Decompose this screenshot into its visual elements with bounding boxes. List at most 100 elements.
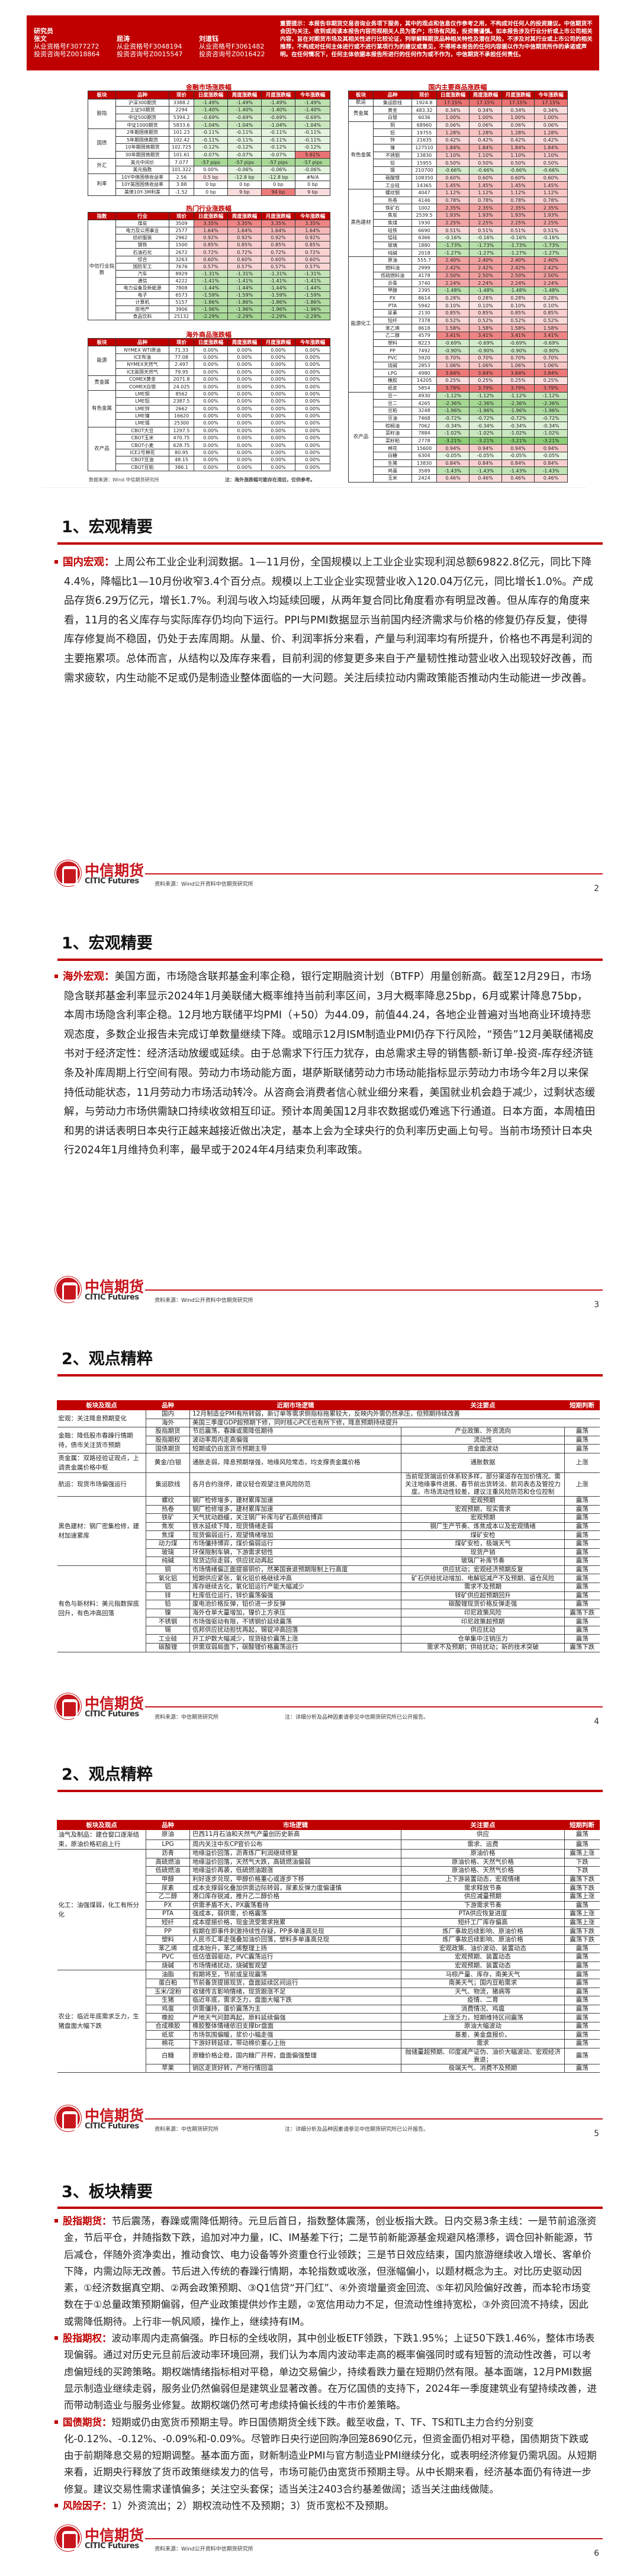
change-value: 1.64%	[227, 227, 262, 235]
focus-points: 矿石供给扰动增加、电解铝减产不及预期、逼仓风险	[401, 1574, 565, 1583]
price: 4930	[411, 391, 437, 400]
item-name: 集运欧线	[373, 98, 412, 107]
table-row: 短纤 成本提振价格，现金流受需求拖累 短纤工厂库存偏高 震荡上涨	[57, 1918, 600, 1928]
change-value: 2.50%	[534, 271, 568, 280]
paragraph-text: 上周公布工业企业利润数据。1—11月份，全国规模以上工业企业实现利润总额6982…	[64, 557, 593, 684]
financial-table-title: 金融市场涨跌幅	[186, 83, 231, 91]
change-value: 0.00%	[261, 463, 295, 472]
focus-points: 极端天气、消费不及预期	[401, 2064, 565, 2073]
table-row: CBOT玉米 470.75 0.00% 0.00% 0.00% 0.00%	[88, 434, 330, 442]
change-value: 0.00%	[261, 382, 295, 391]
change-value: 2.42%	[534, 263, 568, 272]
change-value: 0.5 bp	[194, 173, 228, 182]
change-value: 0.00%	[227, 411, 262, 420]
table-row: 硅铁 6690 0.51% 0.51% 0.51% 0.51%	[349, 226, 568, 235]
change-value: -0.69%	[436, 339, 470, 348]
item-name: 汽车	[115, 269, 169, 278]
focus-points: 马棕产量、库存，南美天气	[401, 1970, 565, 1979]
change-value: 0.72%	[261, 248, 295, 256]
market-logic: 橡胶整体情绪依旧支撑br盘面	[189, 2022, 401, 2031]
change-value: -1.73%	[501, 241, 535, 250]
price: 3.88	[169, 181, 194, 189]
change-value: 17.15%	[501, 98, 535, 107]
group-cell: 贵金属	[348, 106, 374, 122]
group-cell: 能源	[88, 346, 116, 376]
change-value: -1.04%	[261, 121, 295, 129]
change-value: 0.00%	[194, 382, 228, 391]
change-value: 0.00%	[295, 361, 330, 369]
table-row: ICE2号棉花 80.95 0.00% 0.00% 0.00% 0.00%	[88, 448, 330, 457]
focus-points: 印尼政策超预期	[401, 1617, 565, 1626]
table-row: 有色金属 LME铜 8562 0.00% 0.00% 0.00% 0.00%	[88, 390, 330, 427]
citic-logo-icon	[55, 1693, 81, 1719]
change-value: -0.05%	[534, 452, 568, 460]
item-name: NYMEX WTI原油	[115, 346, 169, 354]
variety: 低硫燃油	[146, 1866, 190, 1876]
item-name: 纯碱	[373, 249, 412, 258]
change-value: 2.24%	[501, 279, 535, 287]
change-value: -0.11%	[295, 136, 330, 144]
change-value: 1.84%	[501, 143, 535, 152]
change-value: 1.12%	[534, 188, 568, 197]
logo-text-en: CITIC Futures	[85, 2122, 139, 2131]
item-name: COMEX白银	[115, 382, 169, 391]
variety: 国内	[146, 1410, 190, 1419]
table-row: 金融：降低股市春躁行情期待，债市关注货币预期 股指期货 节后震荡，春躁或需降低期待产…	[57, 1427, 600, 1453]
change-value: 1.00%	[501, 114, 535, 122]
change-value: 3.41%	[436, 332, 470, 340]
change-value: 1.93%	[534, 211, 568, 220]
short-term-judgement: 震荡	[564, 2030, 600, 2040]
item-name: 铝	[373, 128, 412, 137]
page-number: 4	[594, 1717, 599, 1726]
header-banner: 研究员 张文 从业资格号F3077272 投资咨询号Z0018864 屈涛 从业…	[27, 15, 599, 70]
change-value: 0.00%	[194, 419, 228, 427]
table-row: 动力煤 市场僵持博弈，煤价偏弱运行 煤矿安检，极端天气 震荡	[57, 1539, 600, 1549]
table-row: 塑料 8223 -0.69% -0.69% -0.69% -0.69%	[349, 339, 568, 348]
table-row: 菜籽粕 2778 -3.21% -3.21% -3.21% -3.21%	[349, 436, 568, 445]
column-header: 周度涨跌幅	[227, 91, 262, 99]
column-header: 关注要点	[401, 1820, 565, 1830]
item-name: 螺纹钢	[373, 188, 412, 197]
change-value: 0.00%	[261, 404, 295, 413]
role-label: 研究员	[34, 27, 53, 35]
item-name: 热卷	[373, 196, 412, 205]
change-value: -1.59%	[261, 291, 295, 300]
title-underline	[57, 542, 603, 545]
short-term-judgement: 震荡	[564, 1996, 600, 2005]
change-value: 2.50%	[469, 271, 502, 280]
change-value: -0.69%	[501, 339, 535, 348]
item-name: 玉米	[373, 474, 412, 483]
price: 102.725	[169, 143, 194, 152]
change-value: -3.21%	[501, 436, 535, 445]
researcher-name: 屈涛	[117, 35, 130, 43]
citic-logo-icon	[55, 2105, 81, 2131]
change-value: -0.66%	[501, 166, 535, 175]
focus-points: 煤矿安检	[401, 1530, 565, 1540]
price: 4222	[169, 276, 194, 285]
market-logic: 低估值弱驱动，PVC震荡运行	[189, 1953, 401, 1962]
table-row: 纯碱 现货边际走弱，供应扰动再起 玻璃厂补库节奏 震荡	[57, 1556, 600, 1566]
change-value: 0.00%	[295, 404, 330, 413]
change-value: 1.64%	[194, 227, 228, 235]
focus-points: 煤矿安检，极端天气	[401, 1539, 565, 1549]
item-name: 工业硅	[373, 181, 412, 189]
column-header: 今年涨跌幅	[534, 91, 568, 99]
price: 101.23	[169, 128, 194, 137]
change-value: -1.12%	[501, 391, 535, 400]
market-logic: 假期在即事件刺激持续性存疑，PP多单逢高兑现	[189, 1927, 401, 1936]
price: 79.95	[169, 368, 194, 376]
disclaimer: 重要提示：本报告非期货交易咨询业务项下服务，其中的观点和信息仅作参考之用，不构成…	[280, 21, 593, 58]
price: 2395	[411, 286, 437, 295]
table-row: 焦炭 铁水延续下降，现货情绪走弱 钢厂生产节奏、炼焦成本以及宏观情绪 震荡	[57, 1522, 600, 1532]
item-name: 锡	[373, 166, 412, 175]
price: 101.322	[169, 165, 194, 174]
table-row: 电力设备及新能源 7808 -1.44% -1.44% -1.44% -1.44%	[88, 284, 330, 292]
price: 555.7	[411, 256, 437, 265]
table-row: ICE英国天然气 79.95 0.00% 0.00% 0.00% 0.00%	[88, 368, 330, 376]
change-value: 0.28%	[436, 294, 470, 303]
logo-text-en: CITIC Futures	[85, 1293, 139, 1302]
change-value: 1.28%	[501, 128, 535, 137]
price: 7808	[169, 284, 194, 292]
change-value: 1.28%	[436, 128, 470, 137]
change-value: -1.96%	[194, 305, 228, 314]
